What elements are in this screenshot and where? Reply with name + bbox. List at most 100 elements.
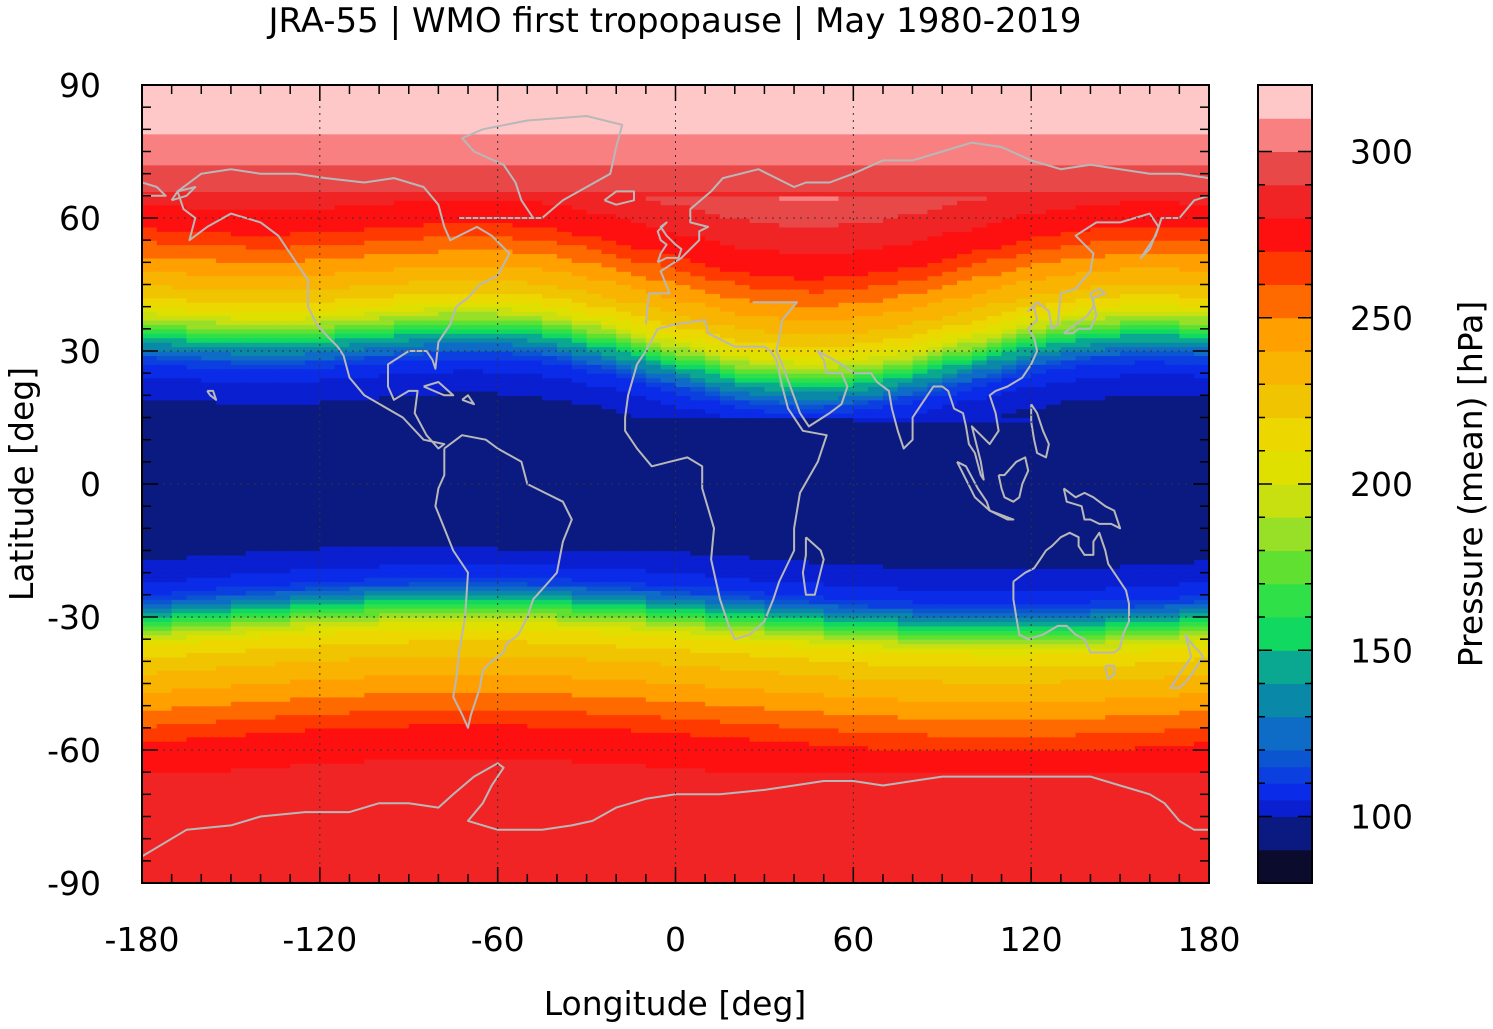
heatmap-cell [142,306,158,312]
heatmap-cell [468,617,484,623]
heatmap-cell [379,302,395,308]
heatmap-cell [527,182,543,188]
heatmap-cell [349,554,365,560]
heatmap-cell [334,492,351,498]
heatmap-cell [230,359,247,365]
heatmap-cell [230,475,247,481]
heatmap-cell [482,807,499,813]
heatmap-cell [186,745,202,751]
heatmap-cell [156,798,173,804]
heatmap-cell [393,226,410,232]
heatmap-cell [542,816,558,822]
heatmap-cell [216,812,232,818]
heatmap-cell [423,745,439,751]
heatmap-cell [305,395,321,401]
heatmap-cell [423,736,439,742]
heatmap-cell [468,417,484,423]
heatmap-cell [245,129,262,135]
heatmap-cell [245,643,262,649]
heatmap-cell [156,209,173,215]
heatmap-cell [453,426,469,432]
heatmap-cell [364,382,380,388]
heatmap-cell [156,253,173,259]
heatmap-cell [186,732,202,738]
heatmap-cell [334,559,351,565]
heatmap-cell [142,878,158,883]
heatmap-cell [156,714,173,720]
heatmap-cell [512,621,528,627]
heatmap-cell [305,785,321,791]
heatmap-cell [349,674,365,680]
heatmap-cell [364,240,380,246]
heatmap-cell [453,164,469,170]
heatmap-cell [527,484,543,490]
heatmap-cell [364,510,380,516]
heatmap-cell [201,226,217,232]
heatmap-cell [275,705,291,711]
heatmap-cell [379,492,395,498]
heatmap-cell [142,368,158,374]
heatmap-cell [260,563,276,569]
heatmap-cell [482,687,499,693]
heatmap-cell [156,430,173,436]
heatmap-cell [364,568,380,574]
heatmap-cell [379,577,395,583]
heatmap-cell [468,497,484,503]
heatmap-cell [260,333,276,339]
heatmap-cell [156,585,173,591]
heatmap-cell [364,563,380,569]
heatmap-cell [497,426,514,432]
heatmap-cell [319,89,336,95]
heatmap-cell [201,723,217,729]
heatmap-cell [497,293,514,299]
heatmap-cell [245,475,262,481]
heatmap-cell [275,803,291,809]
heatmap-cell [482,324,499,330]
heatmap-cell [423,266,439,272]
heatmap-cell [142,319,158,325]
heatmap-cell [379,812,395,818]
heatmap-cell [364,452,380,458]
heatmap-cell [142,648,158,654]
heatmap-cell [512,293,528,299]
heatmap-cell [349,581,365,587]
heatmap-cell [364,368,380,374]
heatmap-cell [319,133,336,139]
heatmap-cell [201,541,217,547]
heatmap-cell [482,466,499,472]
heatmap-cell [512,599,528,605]
heatmap-cell [423,590,439,596]
heatmap-cell [142,421,158,427]
heatmap-cell [290,173,306,179]
heatmap-cell [542,541,558,547]
heatmap-cell [216,781,232,787]
heatmap-cell [230,116,247,122]
heatmap-cell [201,209,217,215]
heatmap-cell [497,612,514,618]
heatmap-cell [201,608,217,614]
heatmap-cell [142,767,158,773]
heatmap-cell [423,373,439,379]
heatmap-cell [468,878,484,883]
heatmap-cell [334,741,351,747]
heatmap-cell [216,85,232,91]
heatmap-cell [305,869,321,875]
heatmap-cell [482,355,499,361]
heatmap-cell [542,789,558,795]
heatmap-cell [334,843,351,849]
heatmap-cell [349,293,365,299]
heatmap-cell [542,311,558,317]
heatmap-cell [482,541,499,547]
heatmap-cell [186,306,202,312]
heatmap-cell [393,510,410,516]
heatmap-cell [334,661,351,667]
heatmap-cell [423,497,439,503]
heatmap-cell [201,869,217,875]
heatmap-cell [379,816,395,822]
heatmap-cell [319,834,336,840]
heatmap-cell [453,523,469,529]
heatmap-cell [142,466,158,472]
heatmap-cell [275,834,291,840]
heatmap-cell [245,390,262,396]
heatmap-cell [438,266,454,272]
